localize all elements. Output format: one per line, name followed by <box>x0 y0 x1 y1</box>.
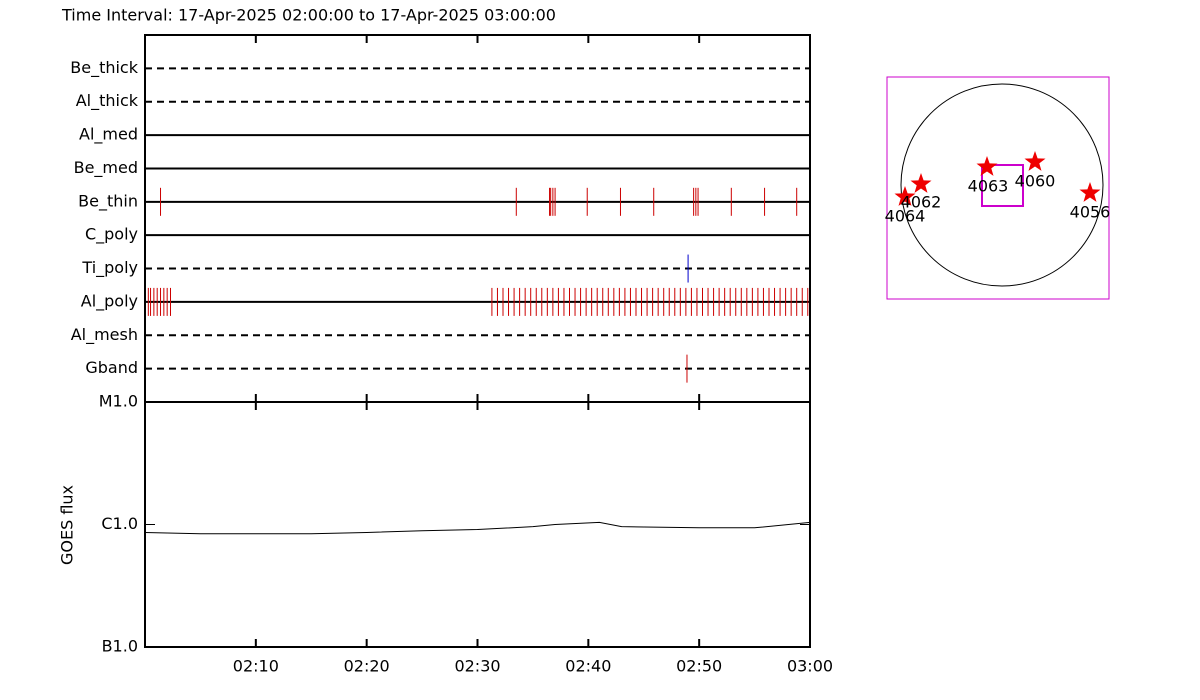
region-star <box>1079 182 1101 202</box>
region-label: 4064 <box>885 207 926 226</box>
row-label: Al_med <box>79 125 138 145</box>
row-label: Al_poly <box>81 291 138 311</box>
row-label: Gband <box>85 358 138 377</box>
region-label: 4056 <box>1070 203 1111 222</box>
solar-disk <box>900 83 1104 287</box>
region-label: 4063 <box>968 177 1009 196</box>
row-label: Be_thick <box>70 58 138 78</box>
x-tick-label: 02:10 <box>233 657 279 676</box>
row-label: C_poly <box>85 225 138 245</box>
region-star <box>910 173 932 193</box>
row-label: Be_thin <box>78 191 138 211</box>
region-star <box>976 156 998 176</box>
x-tick-label: 02:50 <box>676 657 722 676</box>
field-of-view <box>981 164 1024 207</box>
bottom-panel-frame <box>144 401 811 648</box>
x-tick-label: 03:00 <box>787 657 833 676</box>
row-label: Be_med <box>74 158 138 178</box>
y-tick-label: C1.0 <box>101 514 138 533</box>
y-tick-label: B1.0 <box>102 637 138 656</box>
row-label: Al_mesh <box>71 325 138 345</box>
y-tick-label: M1.0 <box>99 392 138 411</box>
region-star <box>894 186 916 206</box>
row-label: Ti_poly <box>81 258 138 278</box>
map-frame <box>886 76 1110 300</box>
goes-line <box>144 521 811 535</box>
x-tick-label: 02:30 <box>454 657 500 676</box>
region-label: 4062 <box>901 193 942 212</box>
chart-title: Time Interval: 17-Apr-2025 02:00:00 to 1… <box>61 6 556 25</box>
top-panel-frame <box>144 34 811 403</box>
row-label: Al_thick <box>76 91 139 111</box>
x-tick-label: 02:20 <box>344 657 390 676</box>
y-axis-label: GOES flux <box>58 485 77 565</box>
x-tick-label: 02:40 <box>565 657 611 676</box>
region-star <box>1024 151 1046 171</box>
region-label: 4060 <box>1015 172 1056 191</box>
